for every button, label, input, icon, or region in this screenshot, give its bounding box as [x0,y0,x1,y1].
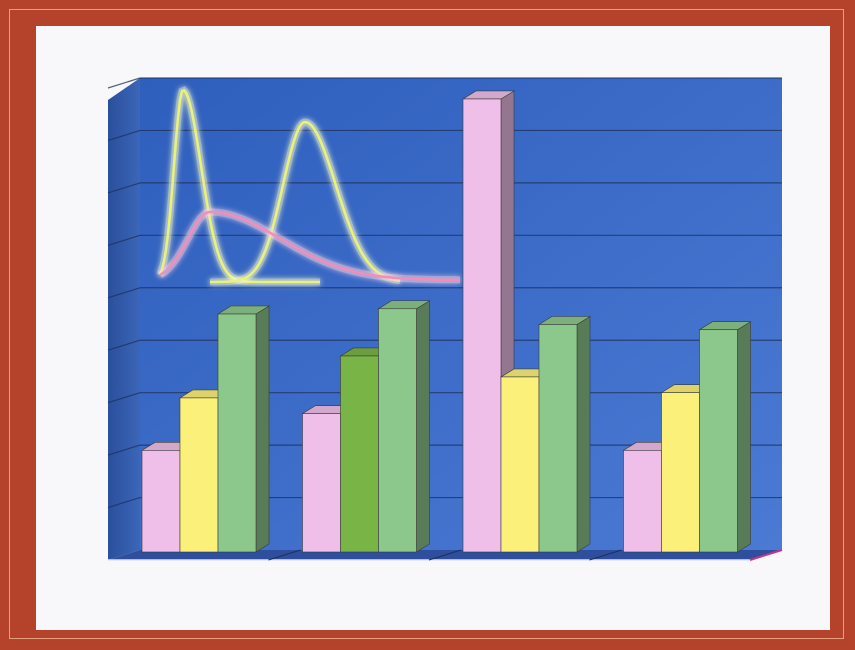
bar [216,305,271,553]
gridline-side [107,77,141,89]
bars [140,90,752,553]
floor-corner [749,549,783,561]
bar-side [255,305,270,553]
gridline-side [107,129,141,142]
distribution-curve [210,120,401,284]
gridline-side [107,339,141,351]
category-separator [589,549,622,561]
bar-front [179,397,219,553]
bar [377,300,431,553]
glow-curves [156,86,460,286]
bar [698,321,752,553]
gridline-side [107,392,141,404]
distribution-curve [159,210,460,282]
bar [537,315,592,553]
bar-front [699,329,738,553]
bar-front [378,308,417,553]
gridline-side [107,444,141,456]
category-separator [268,549,301,561]
gridline-side [107,287,141,299]
bar-front [302,413,341,553]
bar-front [217,313,257,553]
bar-front [500,376,540,553]
bar-side [416,300,430,553]
bar-front [141,450,181,553]
bar-front [538,324,578,553]
bar-side [737,321,751,553]
gridline-side [107,234,141,246]
gridline-side [107,496,141,509]
category-separator [428,549,462,561]
bar-front [340,355,379,553]
bar-front [623,450,662,553]
gridline-side [107,182,141,194]
bar-side [576,315,591,553]
bar-front [661,392,700,553]
side-wall [108,78,140,560]
bar-front [462,98,502,553]
